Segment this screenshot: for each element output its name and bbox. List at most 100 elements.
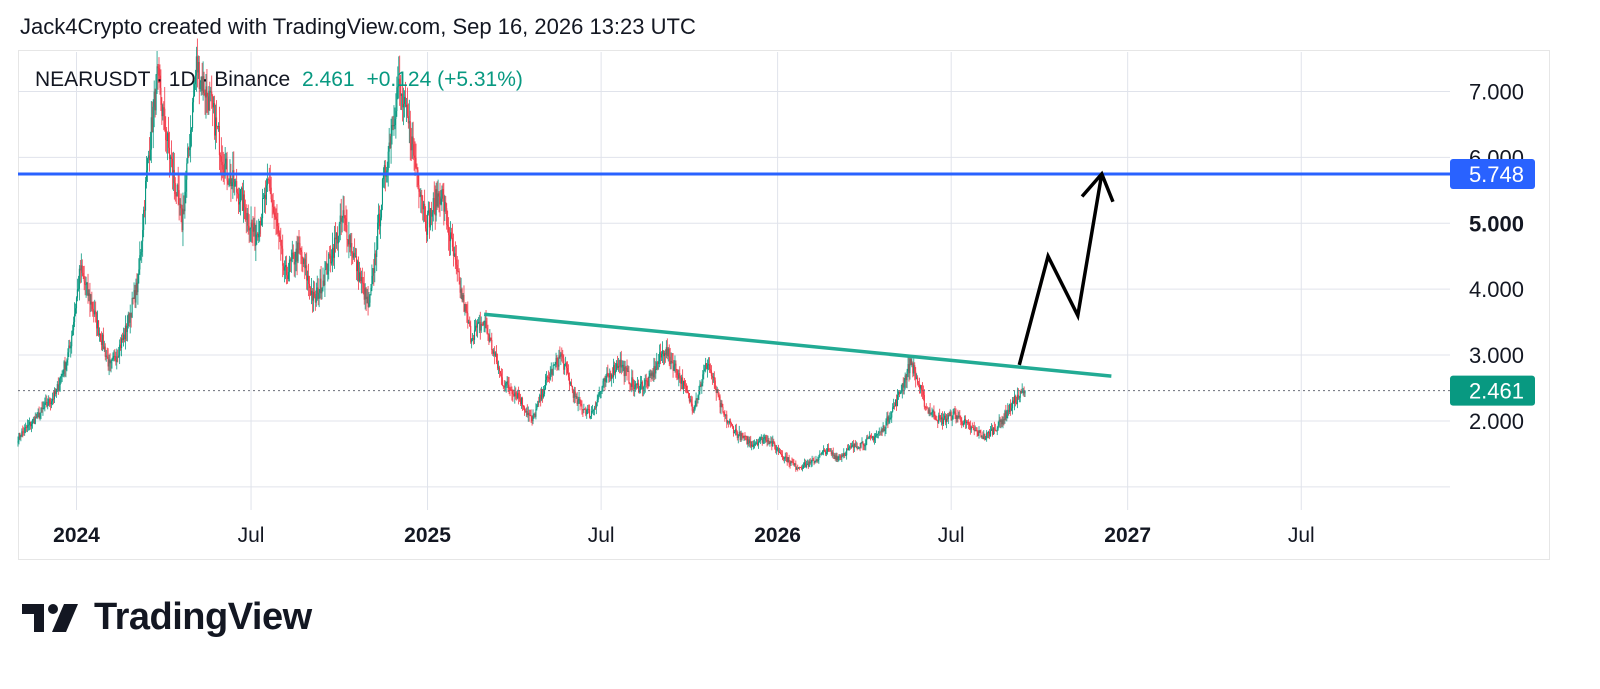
- candle-body: [94, 310, 96, 315]
- candle: [27, 419, 29, 433]
- candle-body: [458, 271, 460, 281]
- candle: [322, 267, 324, 292]
- candle-body: [990, 428, 993, 431]
- candle: [349, 233, 351, 253]
- candle-body: [170, 156, 173, 159]
- candle: [587, 404, 589, 414]
- candle: [384, 160, 386, 192]
- candle-body: [49, 399, 51, 404]
- candle: [61, 370, 63, 383]
- candle: [890, 411, 892, 420]
- candle-body: [930, 413, 932, 414]
- candle-body: [305, 265, 307, 269]
- candle: [298, 229, 300, 254]
- candle-body: [690, 399, 692, 404]
- candle-body: [367, 296, 369, 307]
- candle: [276, 204, 278, 235]
- candle: [632, 370, 634, 391]
- candle-body: [1021, 391, 1023, 393]
- candle-body: [20, 436, 22, 438]
- candle: [935, 414, 937, 421]
- candle: [873, 433, 876, 445]
- candle-body: [296, 248, 298, 262]
- candle-body: [468, 322, 470, 324]
- candle: [661, 341, 664, 364]
- candle: [572, 388, 574, 403]
- candle-body: [861, 441, 863, 443]
- candle-body: [471, 338, 473, 343]
- candle: [706, 363, 708, 370]
- candle-body: [918, 383, 920, 385]
- candle-body: [277, 226, 279, 233]
- candle: [108, 354, 110, 376]
- candle: [985, 435, 987, 441]
- candle: [455, 245, 457, 275]
- candle: [364, 283, 366, 310]
- candle-body: [800, 467, 802, 469]
- candle-body: [72, 330, 74, 336]
- candle-body: [717, 389, 719, 396]
- candle-body: [587, 408, 589, 411]
- candle-body: [47, 405, 49, 407]
- candle: [360, 270, 362, 294]
- candle: [106, 347, 108, 359]
- candle-body: [678, 373, 680, 379]
- candle-body: [833, 454, 835, 456]
- candle: [586, 408, 588, 419]
- candle: [410, 127, 412, 162]
- candle: [667, 347, 669, 362]
- candle-body: [64, 361, 66, 370]
- candle: [546, 375, 548, 383]
- candle-body: [143, 209, 145, 231]
- candle-body: [781, 454, 783, 457]
- candle-body: [219, 155, 221, 157]
- candle: [420, 188, 422, 213]
- candle-body: [672, 362, 674, 371]
- candle-body: [871, 436, 873, 438]
- candle: [409, 110, 411, 161]
- candle: [275, 208, 277, 236]
- candle-body: [557, 364, 559, 367]
- candle: [889, 412, 891, 424]
- candle: [93, 301, 95, 323]
- candle: [736, 430, 738, 441]
- candle-body: [399, 78, 401, 86]
- candle: [1002, 416, 1004, 429]
- candle-body: [98, 320, 100, 336]
- candle-body: [730, 421, 732, 423]
- candle: [462, 293, 464, 303]
- candle: [636, 383, 638, 390]
- candle-body: [25, 426, 27, 428]
- candle-body: [722, 406, 724, 413]
- candle-body: [205, 86, 207, 98]
- candle: [693, 405, 695, 414]
- candle-body: [601, 386, 603, 391]
- candle-body: [488, 334, 490, 342]
- candle: [160, 69, 162, 112]
- candle-body: [689, 399, 691, 402]
- candle-body: [969, 425, 971, 430]
- candle-body: [66, 359, 68, 363]
- candle: [772, 435, 774, 447]
- candle-body: [885, 421, 887, 430]
- candle: [792, 458, 794, 466]
- candle: [516, 391, 518, 401]
- candle-body: [27, 424, 30, 426]
- candle: [192, 97, 194, 132]
- candle: [735, 423, 737, 436]
- candle: [617, 357, 619, 372]
- x-tick-label: Jul: [938, 524, 965, 547]
- candle: [841, 453, 843, 463]
- candle-body: [33, 418, 35, 424]
- candle: [23, 427, 25, 436]
- candle-body: [732, 426, 735, 434]
- candle: [48, 395, 50, 406]
- candle-body: [473, 338, 475, 340]
- candle: [785, 452, 787, 462]
- candle-body: [889, 417, 891, 422]
- candle-body: [215, 117, 217, 136]
- candle: [951, 415, 953, 427]
- candle-body: [845, 455, 847, 457]
- candle-body: [960, 417, 962, 422]
